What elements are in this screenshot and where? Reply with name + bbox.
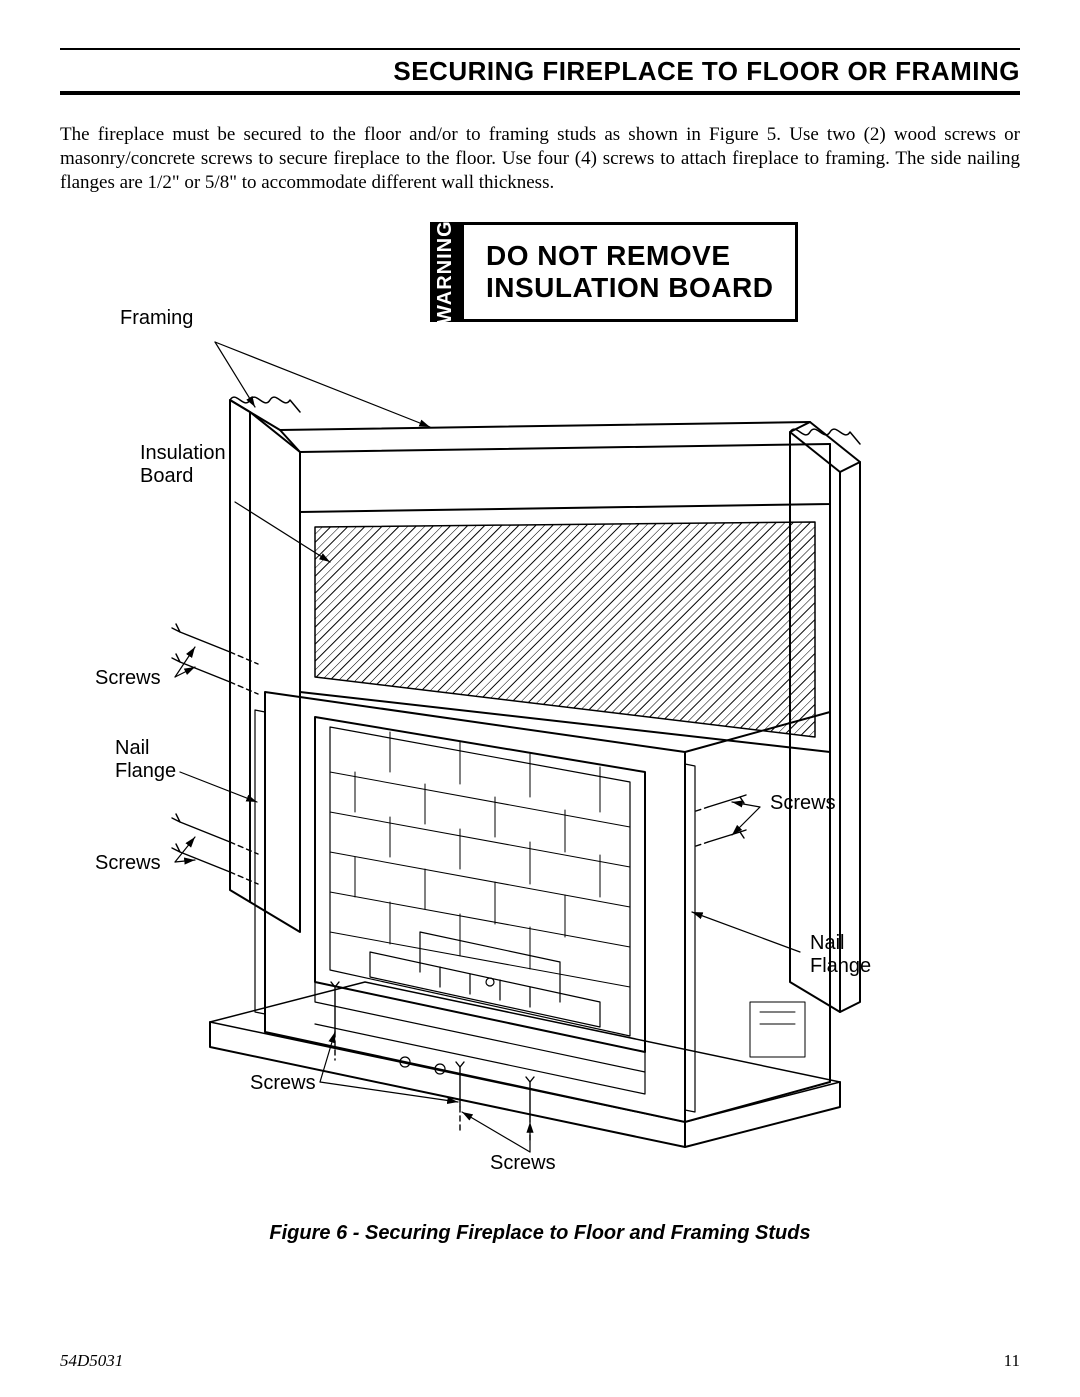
top-rule	[60, 48, 1020, 50]
callout-insulation-board: Insulation Board	[140, 442, 226, 488]
body-paragraph: The fireplace must be secured to the flo…	[60, 123, 1020, 194]
warning-side-label: WARNING	[430, 222, 461, 322]
callout-nail-flange-left: Nail Flange	[115, 737, 176, 783]
fireplace-diagram	[60, 212, 1020, 1212]
callout-screws-mid-left: Screws	[95, 852, 161, 875]
section-heading: SECURING FIREPLACE TO FLOOR OR FRAMING	[393, 56, 1020, 86]
warning-line-1: DO NOT REMOVE	[486, 240, 773, 272]
heading-underline	[60, 91, 1020, 95]
callout-nail-flange-right: Nail Flange	[810, 932, 871, 978]
callout-screws-bottom-center: Screws	[490, 1152, 556, 1175]
callout-screws-upper-left: Screws	[95, 667, 161, 690]
callout-framing: Framing	[120, 307, 193, 330]
callout-screws-bottom-left: Screws	[250, 1072, 316, 1095]
figure-caption: Figure 6 - Securing Fireplace to Floor a…	[60, 1222, 1020, 1245]
warning-box: DO NOT REMOVE INSULATION BOARD	[461, 222, 798, 322]
footer-page-number: 11	[1004, 1351, 1020, 1371]
callout-screws-right: Screws	[770, 792, 836, 815]
footer-doc-code: 54D5031	[60, 1351, 123, 1371]
warning-block: WARNING DO NOT REMOVE INSULATION BOARD	[430, 222, 798, 322]
warning-line-2: INSULATION BOARD	[486, 272, 773, 304]
figure-area: WARNING DO NOT REMOVE INSULATION BOARD	[60, 212, 1020, 1212]
